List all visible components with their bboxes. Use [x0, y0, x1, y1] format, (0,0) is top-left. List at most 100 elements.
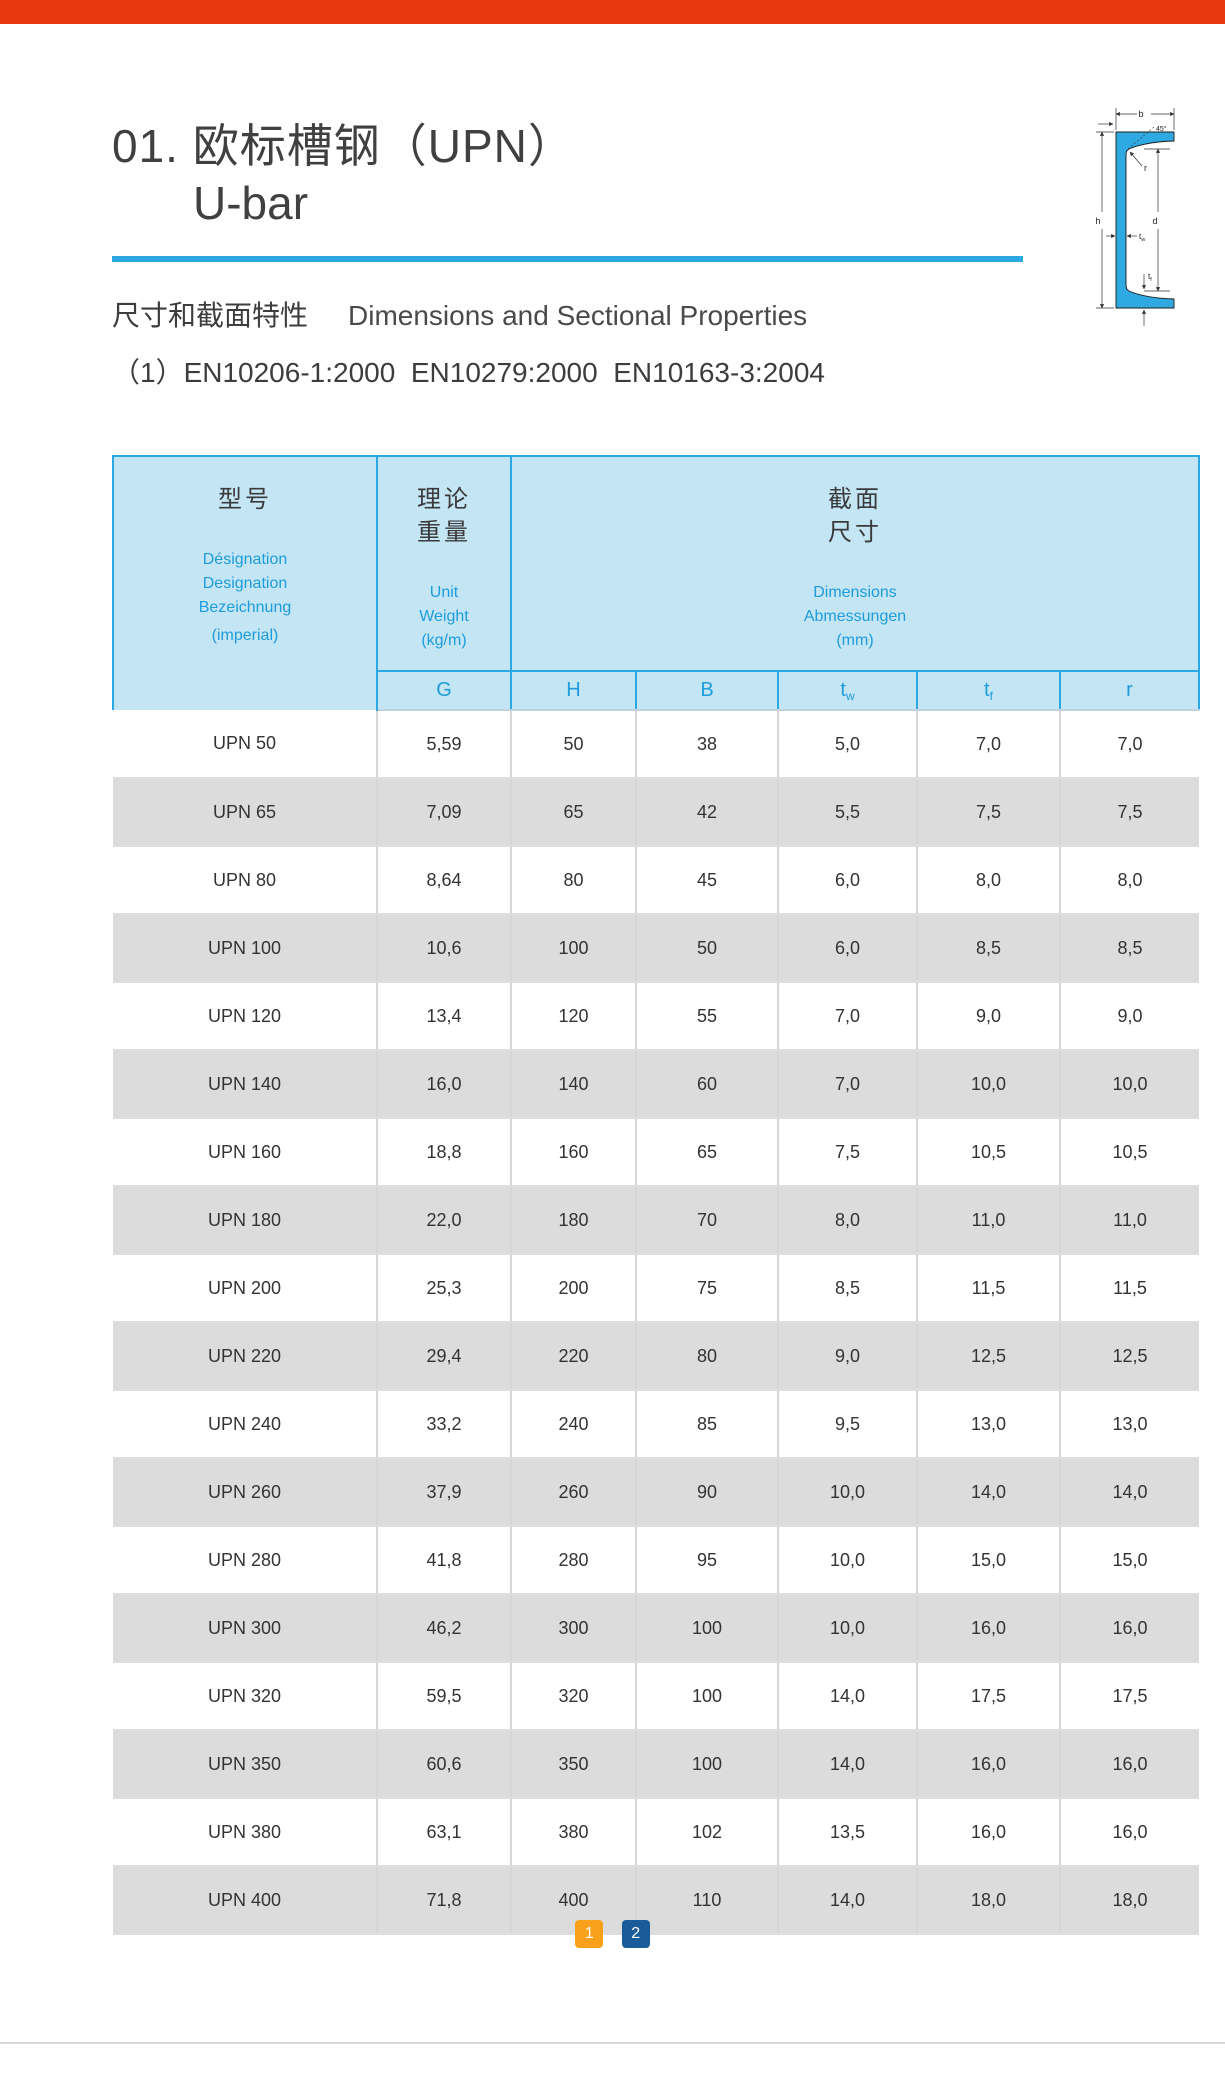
col-header-designation: 型号 Désignation Designation Bezeichnung (… — [112, 455, 378, 710]
table-row: UPN 100 10,6 100 50 6,0 8,5 8,5 — [113, 914, 1199, 983]
row-designation: UPN 280 — [113, 1526, 378, 1595]
row-value-b: 110 — [636, 1866, 779, 1935]
designation-sub-line: Designation — [202, 575, 288, 592]
row-value-b: 100 — [636, 1730, 779, 1799]
col-header-dimensions: 截面 尺寸 Dimensions Abmessungen (mm) — [510, 455, 1200, 671]
table-row: UPN 320 59,5 320 100 14,0 17,5 17,5 — [113, 1662, 1199, 1731]
diagram-label-tw: tw — [1139, 232, 1145, 243]
table-row: UPN 220 29,4 220 80 9,0 12,5 12,5 — [113, 1322, 1199, 1391]
designation-sub-line: (imperial) — [211, 627, 279, 644]
footer-divider — [0, 2042, 1225, 2044]
top-red-bar — [0, 0, 1225, 24]
row-value-g: 13,4 — [377, 982, 512, 1051]
row-value-tw: 10,0 — [778, 1458, 918, 1527]
row-value-g: 63,1 — [377, 1798, 512, 1867]
row-value-r: 7,5 — [1060, 778, 1199, 847]
diagram-label-h: h — [1095, 216, 1100, 226]
row-value-tf: 16,0 — [917, 1798, 1061, 1867]
row-value-g: 33,2 — [377, 1390, 512, 1459]
row-value-tf: 10,5 — [917, 1118, 1061, 1187]
row-designation: UPN 300 — [113, 1594, 378, 1663]
row-value-h: 160 — [511, 1118, 637, 1187]
row-value-tw: 7,0 — [778, 1050, 918, 1119]
page-button-2[interactable]: 2 — [621, 1920, 650, 1948]
row-value-r: 16,0 — [1060, 1730, 1199, 1799]
row-value-h: 240 — [511, 1390, 637, 1459]
row-value-tf: 8,0 — [917, 846, 1061, 915]
dimensions-sub-line: Dimensions — [813, 584, 897, 601]
row-value-tf: 16,0 — [917, 1594, 1061, 1663]
row-value-b: 95 — [636, 1526, 779, 1595]
row-value-g: 59,5 — [377, 1662, 512, 1731]
row-value-tw: 6,0 — [778, 914, 918, 983]
col-H: H — [510, 670, 637, 711]
diagram-label-d: d — [1152, 216, 1157, 226]
row-value-b: 102 — [636, 1798, 779, 1867]
row-value-r: 17,5 — [1060, 1662, 1199, 1731]
row-designation: UPN 400 — [113, 1866, 378, 1935]
col-header-unit-weight: 理论 重量 Unit Weight (kg/m) — [376, 455, 512, 671]
title-underline — [112, 256, 1023, 262]
row-value-r: 10,5 — [1060, 1118, 1199, 1187]
row-value-r: 8,0 — [1060, 846, 1199, 915]
row-value-tf: 16,0 — [917, 1730, 1061, 1799]
row-value-tw: 10,0 — [778, 1594, 918, 1663]
row-value-r: 12,5 — [1060, 1322, 1199, 1391]
row-value-r: 15,0 — [1060, 1526, 1199, 1595]
row-value-h: 320 — [511, 1662, 637, 1731]
row-value-g: 7,09 — [377, 778, 512, 847]
row-value-b: 90 — [636, 1458, 779, 1527]
table-subheader-row: G H B tw tf r — [113, 670, 1200, 711]
table-row: UPN 400 71,8 400 110 14,0 18,0 18,0 — [113, 1866, 1199, 1935]
row-value-h: 100 — [511, 914, 637, 983]
row-designation: UPN 240 — [113, 1390, 378, 1459]
col-tw: tw — [777, 670, 918, 711]
table-row: UPN 120 13,4 120 55 7,0 9,0 9,0 — [113, 982, 1199, 1051]
diagram-label-r: r — [1144, 163, 1147, 173]
row-value-tf: 7,5 — [917, 778, 1061, 847]
row-designation: UPN 380 — [113, 1798, 378, 1867]
diagram-label-b: b — [1138, 109, 1143, 119]
row-value-b: 42 — [636, 778, 779, 847]
table-body: UPN 50 5,59 50 38 5,0 7,0 7,0 UPN 65 7,09 65 42 5,5… — [113, 710, 1199, 1935]
row-value-h: 180 — [511, 1186, 637, 1255]
row-value-tf: 15,0 — [917, 1526, 1061, 1595]
row-designation: UPN 350 — [113, 1730, 378, 1799]
row-designation: UPN 80 — [113, 846, 378, 915]
weight-sub-line: Unit — [429, 584, 459, 601]
row-value-h: 280 — [511, 1526, 637, 1595]
row-value-tw: 9,0 — [778, 1322, 918, 1391]
table-row: UPN 50 5,59 50 38 5,0 7,0 7,0 — [113, 710, 1199, 779]
row-value-r: 13,0 — [1060, 1390, 1199, 1459]
row-value-b: 70 — [636, 1186, 779, 1255]
weight-sub-line: (kg/m) — [421, 632, 467, 649]
page-title: 01. 欧标槽钢（UPN） — [112, 120, 575, 172]
col-B: B — [635, 670, 779, 711]
row-value-g: 10,6 — [377, 914, 512, 983]
table-row: UPN 300 46,2 300 100 10,0 16,0 16,0 — [113, 1594, 1199, 1663]
col-r: r — [1059, 670, 1200, 711]
row-value-g: 25,3 — [377, 1254, 512, 1323]
row-designation: UPN 220 — [113, 1322, 378, 1391]
row-value-r: 10,0 — [1060, 1050, 1199, 1119]
section-heading-en: Dimensions and Sectional Properties — [348, 300, 808, 331]
row-value-b: 60 — [636, 1050, 779, 1119]
row-value-tf: 12,5 — [917, 1322, 1061, 1391]
row-designation: UPN 320 — [113, 1662, 378, 1731]
row-value-b: 38 — [636, 710, 779, 779]
table-row: UPN 160 18,8 160 65 7,5 10,5 10,5 — [113, 1118, 1199, 1187]
row-value-b: 55 — [636, 982, 779, 1051]
row-designation: UPN 50 — [113, 710, 378, 779]
row-value-tf: 7,0 — [917, 710, 1061, 779]
row-designation: UPN 120 — [113, 982, 378, 1051]
row-value-g: 37,9 — [377, 1458, 512, 1527]
section-heading-cn: 尺寸和截面特性 — [112, 300, 309, 331]
row-value-g: 18,8 — [377, 1118, 512, 1187]
row-value-r: 8,5 — [1060, 914, 1199, 983]
page-button-1[interactable]: 1 — [575, 1920, 604, 1948]
row-value-r: 18,0 — [1060, 1866, 1199, 1935]
row-value-h: 200 — [511, 1254, 637, 1323]
row-value-tw: 8,5 — [778, 1254, 918, 1323]
row-value-tw: 6,0 — [778, 846, 918, 915]
row-value-h: 140 — [511, 1050, 637, 1119]
